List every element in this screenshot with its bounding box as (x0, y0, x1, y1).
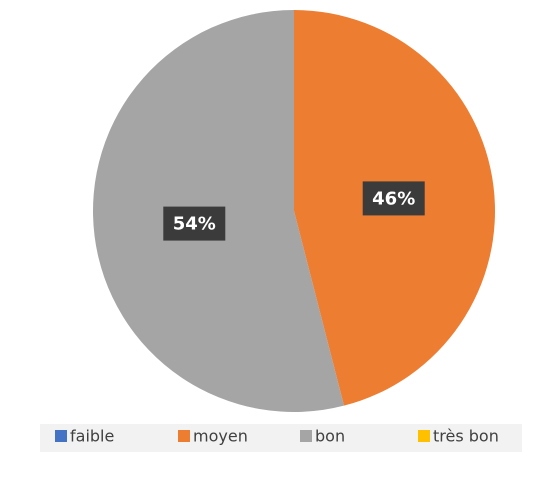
legend-swatch (300, 430, 312, 442)
legend-label: faible (70, 427, 114, 446)
legend-swatch (178, 430, 190, 442)
legend-box (40, 424, 522, 452)
legend-label: bon (315, 427, 345, 446)
data-label: 46% (372, 188, 415, 209)
legend-swatch (55, 430, 67, 442)
legend-swatch (418, 430, 430, 442)
data-label: 54% (173, 214, 216, 235)
legend-label: moyen (193, 427, 248, 446)
data-label-box (163, 206, 226, 241)
data-label-box (362, 181, 425, 216)
legend-label: très bon (433, 427, 499, 446)
